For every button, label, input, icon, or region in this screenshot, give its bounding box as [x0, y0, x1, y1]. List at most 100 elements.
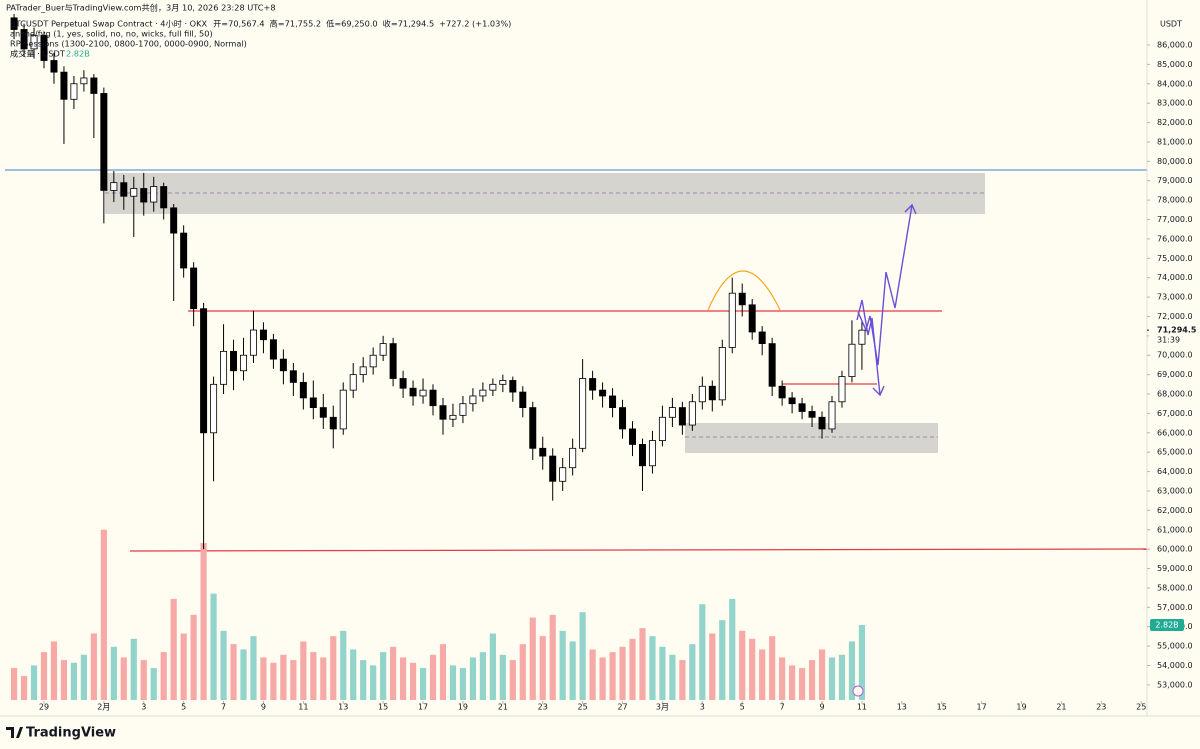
y-tick-label: 67,000.0: [1157, 409, 1193, 418]
y-tick-label: 57,000.0: [1157, 603, 1193, 612]
candle-body: [509, 380, 517, 393]
volume-bar: [499, 654, 506, 700]
red-level: [129, 548, 1148, 552]
volume-bar: [30, 665, 38, 700]
x-tick-label: 15: [937, 703, 947, 712]
candle-body: [10, 17, 18, 30]
candle-body: [808, 411, 816, 418]
volume-bar: [130, 638, 137, 700]
x-tick-label: 3: [700, 703, 705, 712]
candle-body: [599, 389, 607, 397]
volume-bar: [509, 660, 516, 700]
logo-mark: [6, 727, 23, 738]
x-tick-label: 3: [141, 703, 146, 712]
volume-bar: [390, 646, 397, 700]
candle-body: [549, 455, 557, 482]
candle-body: [758, 331, 766, 345]
volume-bar: [240, 649, 247, 700]
volume-bar: [459, 668, 467, 700]
candle-body: [140, 188, 148, 203]
volume-legend-value: 2.82B: [66, 49, 90, 59]
candle-body: [738, 292, 746, 306]
volume-bar: [290, 660, 297, 700]
y-tick-label: 81,000.0: [1157, 137, 1193, 146]
candle-body: [220, 350, 228, 385]
candle-body: [409, 387, 417, 397]
candle-body: [180, 232, 188, 269]
volume-bar: [350, 649, 357, 700]
y-tick-label: 72,000.0: [1157, 312, 1193, 321]
volume-bar: [649, 636, 656, 700]
y-tick-label: 66,000.0: [1157, 428, 1193, 437]
x-tick-label: 23: [1096, 703, 1106, 712]
y-tick-label: 83,000.0: [1157, 99, 1193, 108]
volume-bar: [469, 657, 477, 700]
candle-body: [768, 343, 776, 387]
candle-body: [379, 343, 387, 356]
candle-body: [369, 354, 377, 368]
candle-body: [708, 385, 716, 401]
candle-body: [40, 34, 48, 61]
candle-body: [230, 350, 238, 372]
y-tick-label: 55,000.0: [1157, 642, 1193, 651]
x-tick-label: 13: [338, 703, 348, 712]
y-tick-label: 78,000.0: [1157, 196, 1193, 205]
y-tick-label: 65,000.0: [1157, 448, 1193, 457]
volume-bar: [270, 662, 277, 700]
indicator: anche/fvg (1, yes, solid, no, no, wicks,…: [10, 29, 213, 39]
candle-body: [609, 395, 617, 408]
volume-bar: [779, 657, 786, 700]
candle-body: [429, 389, 437, 407]
volume-bar: [160, 652, 167, 700]
volume-bar: [659, 646, 666, 700]
x-tick-label: 3月: [656, 703, 669, 712]
x-tick-label: 19: [1016, 703, 1026, 712]
candle-body: [629, 428, 636, 445]
volume-bar: [200, 543, 207, 700]
y-tick-label: 85,000.0: [1157, 60, 1193, 69]
candle-body: [240, 354, 247, 372]
x-tick-label: 21: [498, 703, 508, 712]
candle-body: [80, 77, 88, 85]
volume-bar: [769, 636, 776, 700]
candle-body: [489, 383, 497, 391]
volume-bar: [669, 654, 676, 700]
logo: TradingView: [26, 726, 116, 741]
x-tick-label: 2月: [97, 703, 110, 712]
candle-body: [728, 292, 736, 348]
candle-body: [848, 343, 856, 377]
candle-body: [778, 385, 786, 399]
drawings: [5, 169, 1148, 552]
candle-body: [589, 378, 597, 391]
volume-bar: [539, 636, 546, 700]
volume-bar: [60, 660, 68, 700]
candle-body: [299, 381, 307, 399]
candle-body: [698, 385, 706, 403]
ohlc-value: +727.2 (+1.03%): [439, 19, 511, 29]
y-tick-label: 86,000.0: [1157, 40, 1193, 49]
volume-bar: [429, 654, 437, 700]
volume-bar: [828, 657, 836, 700]
x-tick-label: 21: [1056, 703, 1066, 712]
ohlc-value: 收=71,294.5: [383, 19, 435, 29]
volume-bar: [310, 652, 317, 700]
demand-zone: [685, 423, 938, 453]
volume-bar: [818, 649, 826, 700]
candle-body: [529, 407, 537, 449]
x-tick-label: 9: [819, 703, 824, 712]
arrow-head: [904, 203, 917, 215]
volume-bar: [789, 665, 796, 700]
candle-body: [828, 401, 836, 430]
volume-bar: [100, 529, 107, 700]
volume-bar: [180, 633, 187, 700]
alert-icon[interactable]: [852, 685, 864, 697]
candle-body: [150, 186, 158, 203]
volume-bar: [569, 641, 576, 700]
arc: [707, 270, 781, 311]
candle-body: [160, 186, 168, 209]
volume-tag-label: 2.82B: [1155, 620, 1178, 629]
candles: [10, 13, 866, 550]
y-tick-label: 62,000.0: [1157, 506, 1193, 515]
volume-bar: [858, 624, 866, 700]
volume-bar: [798, 668, 806, 700]
